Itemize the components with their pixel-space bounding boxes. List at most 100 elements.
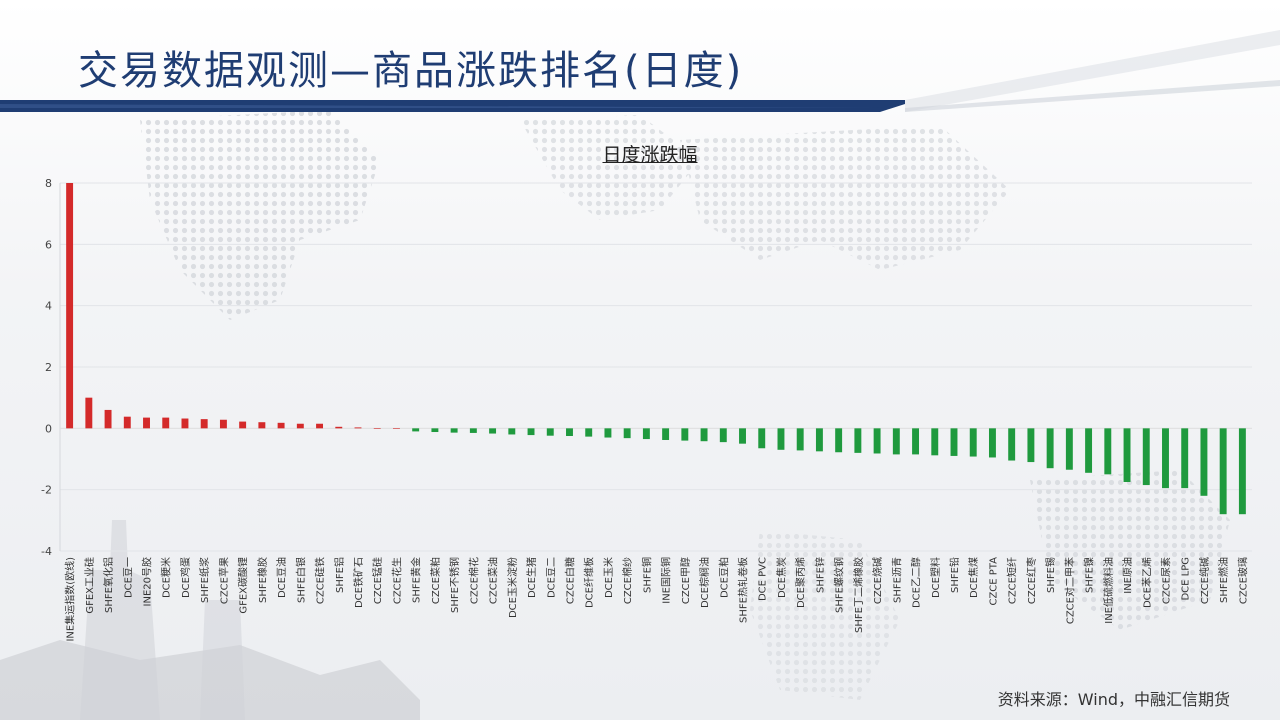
x-tick-label: SHFE燃油 [1217,557,1230,603]
title-banner [0,30,1280,112]
bar [815,428,823,452]
bar [162,417,170,429]
bar [373,428,381,429]
bar [758,428,766,449]
bar [796,428,804,451]
x-tick-label: DCE玉米 [602,557,615,598]
x-tick-label: CZCE白糖 [563,557,576,604]
x-tick-label: SHFE丁二烯橡胶 [852,557,865,633]
x-tick-label: SHFE纸浆 [198,557,211,603]
x-tick-label: CZCE甲醇 [679,557,692,604]
x-tick-label: CZCE尿素 [1159,557,1172,604]
bar [662,428,670,440]
x-tick-label: CZCE硅铁 [314,557,327,604]
x-tick-label: SHFE铝 [334,557,346,593]
x-tick-label: DCE粳米 [160,557,173,598]
bar [1104,428,1112,475]
y-tick-label: 2 [45,361,52,374]
x-tick-label: DCE豆油 [275,557,288,598]
bar [642,428,650,440]
x-tick-label: CZCE苹果 [217,557,230,604]
x-tick-label: GFEX碳酸锂 [237,557,250,614]
y-tick-label: -4 [41,545,52,558]
bar [469,428,477,433]
x-tick-label: SHFE沥青 [890,557,903,603]
bar [912,428,920,455]
x-tick-label: INE20号胶 [141,557,154,606]
bar [566,428,573,436]
x-tick-label: SHFE铅 [948,557,961,593]
x-tick-label: SHFE锌 [813,557,826,593]
bar [85,397,93,429]
x-tick-label: INE国际铜 [661,557,673,604]
x-tick-label: CZCE玻璃 [1236,557,1249,604]
bar [931,428,939,456]
bar [450,428,458,433]
bar [66,183,74,429]
x-tick-label: SHFE锡 [1044,557,1057,593]
y-tick-label: 6 [45,238,52,251]
x-tick-label: CZCE短纤 [1006,557,1019,604]
bar [719,428,727,443]
bar [835,428,843,453]
x-tick-label: CZCE菜粕 [429,557,442,604]
bar [431,428,439,433]
bar [219,419,227,429]
bar [508,428,516,435]
bar [1085,428,1093,473]
slide-title: 交易数据观测—商品涨跌排名(日度) [78,48,744,94]
bar [854,428,862,453]
bar [700,428,708,442]
bar [1219,428,1227,515]
x-tick-label: DCE鸡蛋 [179,557,192,598]
x-tick-label: DCE玉米淀粉 [506,557,519,618]
bar [296,423,304,429]
bar [200,419,208,429]
x-tick-label: DCE纤维板 [583,557,596,608]
x-tick-label: DCE乙二醇 [910,557,923,608]
bar [1046,428,1054,469]
x-tick-label: DCE豆二 [545,557,557,598]
bar [1008,428,1016,461]
x-tick-label: CZCE纯碱 [1198,557,1211,604]
x-tick-label: SHFE镍 [1083,557,1096,593]
bar [181,418,189,429]
world-map-background [0,110,1230,720]
bar [546,428,554,436]
bar [277,422,285,429]
bar [623,428,631,439]
bar [1162,428,1169,489]
x-tick-label: SHFE橡胶 [256,557,269,603]
bar [143,417,150,429]
x-tick-label: GFEX工业硅 [83,557,96,614]
x-tick-label: DCE铁矿石 [352,557,365,608]
x-tick-label: SHFE螺纹钢 [833,557,846,613]
x-tick-label: SHFE不锈钢 [448,557,461,613]
x-tick-label: CZCE PTA [988,557,999,606]
x-tick-label: CZCE棉花 [467,557,480,604]
bar [335,426,343,429]
bar [104,409,112,429]
bar [123,416,131,429]
x-tick-label: SHFE热轧卷板 [737,557,750,623]
x-tick-label: DCE焦煤 [967,557,980,598]
x-tick-label: CZCE对二甲苯 [1063,557,1076,624]
x-tick-label: DCE PVC [758,557,769,601]
x-tick-label: DCE聚丙烯 [794,557,807,608]
x-tick-label: CZCE锰硅 [371,557,384,604]
x-tick-label: SHFE白银 [294,557,307,603]
chart-title: 日度涨跌幅 [602,144,698,166]
bar [1200,428,1208,496]
bar [777,428,785,450]
bar [969,428,977,457]
x-tick-label: DCE焦炭 [775,557,788,598]
bar [1027,428,1035,463]
bar [392,428,400,429]
bar [604,428,612,438]
x-tick-label: DCE苯乙烯 [1140,557,1153,608]
x-tick-label: CZCE烧碱 [871,557,884,604]
x-tick-label: DCE豆粕 [717,557,730,598]
x-tick-label: SHFE铜 [641,557,653,593]
bar [739,428,746,444]
